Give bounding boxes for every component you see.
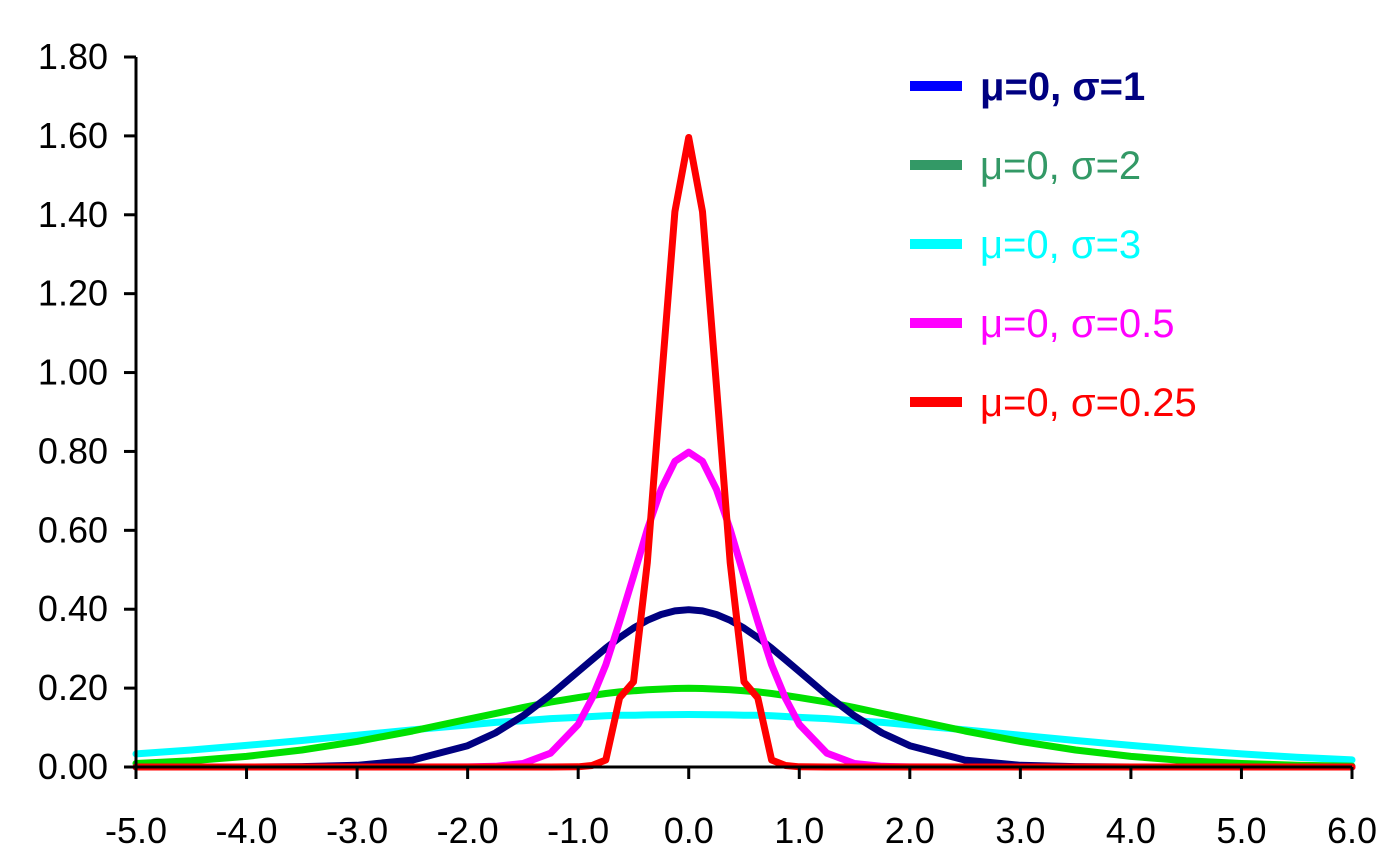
y-tick-label: 0.00 xyxy=(38,746,108,787)
axes: 0.00 0.20 0.40 0.60 0.80 1.00 1.20 1.40 1.60 1.80… xyxy=(38,36,1377,851)
legend-label: μ=0, σ=0.5 xyxy=(980,302,1175,346)
series-line-1 xyxy=(132,684,1356,770)
x-tick-label: -5.0 xyxy=(105,810,167,851)
legend-swatch xyxy=(910,81,962,91)
legend: μ=0, σ=1 μ=0, σ=2 μ=0, σ=3 μ=0, σ=0.5 μ=0, σ… xyxy=(910,65,1197,425)
y-tick-label: 1.40 xyxy=(38,194,108,235)
legend-label: μ=0, σ=3 xyxy=(980,223,1141,267)
legend-swatch xyxy=(910,318,962,328)
x-tick-label: -2.0 xyxy=(437,810,499,851)
y-tick-label: 1.00 xyxy=(38,352,108,393)
legend-label: μ=0, σ=0.25 xyxy=(980,381,1197,425)
legend-label: μ=0, σ=2 xyxy=(980,144,1141,188)
legend-swatch xyxy=(910,397,962,407)
y-tick-label: 0.80 xyxy=(38,430,108,471)
x-tick-label: 0.0 xyxy=(664,810,714,851)
y-tick-label: 0.20 xyxy=(38,667,108,708)
y-tick-label: 0.60 xyxy=(38,509,108,550)
legend-label: μ=0, σ=1 xyxy=(980,65,1145,109)
x-tick-label: 5.0 xyxy=(1216,810,1266,851)
x-tick-label: 2.0 xyxy=(885,810,935,851)
x-tick-label: 1.0 xyxy=(774,810,824,851)
series-lines xyxy=(132,134,1356,771)
x-tick-label: -4.0 xyxy=(216,810,278,851)
series-line-4 xyxy=(132,134,1356,771)
y-tick-label: 1.80 xyxy=(38,36,108,77)
legend-swatch xyxy=(910,160,962,170)
x-tick-label: 3.0 xyxy=(995,810,1045,851)
y-tick-label: 1.20 xyxy=(38,273,108,314)
legend-swatch xyxy=(910,239,962,249)
x-tick-label: -3.0 xyxy=(326,810,388,851)
series-line-3 xyxy=(132,448,1356,771)
x-tick-label: -1.0 xyxy=(547,810,609,851)
y-tick-label: 0.40 xyxy=(38,588,108,629)
series-line-2 xyxy=(132,711,1356,764)
x-tick-label: 6.0 xyxy=(1327,810,1377,851)
y-tick-label: 1.60 xyxy=(38,115,108,156)
x-tick-label: 4.0 xyxy=(1106,810,1156,851)
